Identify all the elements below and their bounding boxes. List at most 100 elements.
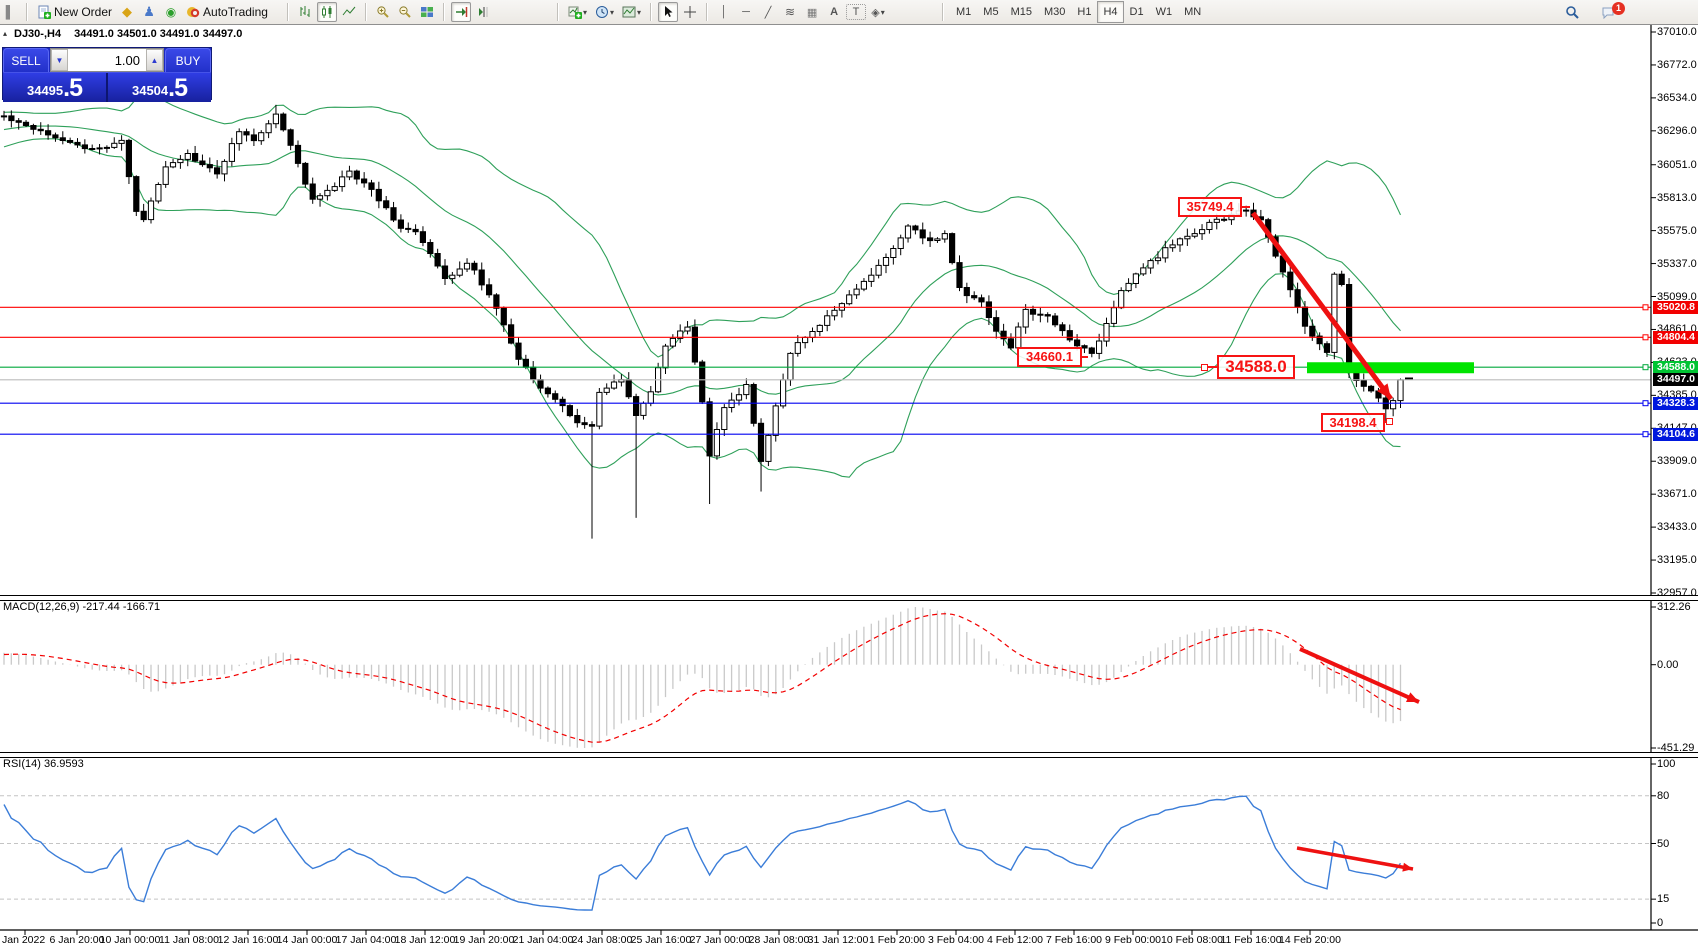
chevron-down-icon: ▾ [583, 7, 588, 17]
periods-button[interactable]: ▾ [592, 2, 617, 22]
price-level-tag: 34104.6 [1653, 427, 1698, 441]
volume-decrease-button[interactable]: ▼ [51, 49, 68, 71]
new-chart-icon [568, 6, 582, 19]
toolbar-separator [650, 3, 653, 21]
horizontal-line-tool[interactable]: ─ [742, 6, 750, 18]
profile-button[interactable]: ♟ [139, 2, 159, 22]
arrows-tool[interactable]: ◈ ▾ [871, 6, 885, 19]
price-axis-label: 36296.0 [1657, 124, 1697, 137]
vertical-line-tool[interactable]: │ [720, 6, 728, 18]
price-axis-label: 35099.0 [1657, 290, 1697, 303]
volume-increase-button[interactable]: ▲ [146, 49, 163, 71]
rsi-panel-separator[interactable] [0, 752, 1698, 758]
autotrading-button[interactable]: AutoTrading [183, 2, 271, 22]
buy-button[interactable]: BUY [165, 48, 211, 72]
callout-connector [1206, 366, 1217, 368]
text-tool[interactable]: A [830, 6, 839, 18]
annotation-peak-price[interactable]: 35749.4 [1178, 197, 1242, 217]
candlestick-mode-button[interactable] [317, 2, 337, 22]
callout-anchor[interactable] [1201, 364, 1208, 371]
chart-shift-icon [479, 7, 488, 17]
chart-title-row: ▴ [3, 29, 8, 38]
sell-price[interactable]: 34495 .5 [3, 73, 106, 102]
annotation-level-price[interactable]: 34588.0 [1217, 355, 1295, 379]
toolbar-separator [365, 3, 367, 21]
time-axis-label: 4 Feb 12:00 [986, 934, 1044, 946]
timeframe-m15[interactable]: M15 [1010, 6, 1032, 18]
time-axis-label: 10 Jan 00:00 [99, 934, 161, 946]
annotation-low-price[interactable]: 34198.4 [1321, 413, 1385, 432]
cursor-icon [665, 6, 673, 17]
crosshair-tool-button[interactable] [680, 2, 700, 22]
callout-anchor[interactable] [1386, 418, 1393, 425]
macd-panel-separator[interactable] [0, 595, 1698, 601]
clock-icon [596, 6, 609, 18]
autotrading-icon [187, 7, 200, 18]
zoom-in-icon [377, 6, 389, 18]
price-axis-label: 36051.0 [1657, 158, 1697, 171]
chart-surface[interactable] [0, 25, 1698, 930]
chart-shift-button[interactable] [473, 2, 493, 22]
deposit-button[interactable]: ◆ [117, 2, 137, 22]
template-icon [622, 6, 636, 18]
time-axis-label: 11 Jan 08:00 [159, 934, 219, 946]
bar-chart-icon [300, 6, 310, 17]
time-axis-label: 6 Jan 20:00 [49, 934, 105, 946]
line-chart-mode-button[interactable] [339, 2, 359, 22]
time-axis-label: 10 Feb 08:00 [1161, 934, 1223, 946]
new-order-button[interactable]: New Order [34, 2, 115, 22]
signals-button[interactable]: ◉ [161, 2, 181, 22]
clipped-toolbar-icon[interactable]: ▌ [5, 5, 15, 19]
chart-ohlc-values: 34491.0 34501.0 34491.0 34497.0 [74, 28, 243, 40]
timeframe-m1[interactable]: M1 [956, 6, 972, 18]
buy-price-fraction: .5 [168, 74, 188, 102]
timeframe-mn[interactable]: MN [1184, 6, 1202, 18]
templates-button[interactable]: ▾ [619, 2, 644, 22]
time-axis-label: 17 Jan 04:00 [335, 934, 397, 946]
callout-connector [1240, 206, 1250, 208]
bar-chart-mode-button[interactable] [295, 2, 315, 22]
indicator-axis-label: 50 [1657, 837, 1670, 850]
chevron-down-icon: ▾ [637, 7, 642, 17]
price-axis-label: 35575.0 [1657, 224, 1697, 237]
time-axis-label: 14 Feb 20:00 [1279, 934, 1341, 946]
buy-price[interactable]: 34504 .5 [108, 73, 211, 102]
auto-scroll-button[interactable] [451, 2, 471, 22]
time-axis-label: 28 Jan 08:00 [748, 934, 810, 946]
timeframe-w1[interactable]: W1 [1155, 6, 1173, 18]
search-button[interactable] [1562, 2, 1582, 22]
trendline-tool[interactable]: ╱ [764, 6, 772, 19]
rsi-label: RSI(14) 36.9593 [3, 758, 84, 770]
timeframe-h1[interactable]: H1 [1077, 6, 1092, 18]
zoom-out-icon [399, 6, 411, 18]
new-chart-button[interactable]: ▾ [565, 2, 590, 22]
timeframe-m30[interactable]: M30 [1043, 6, 1066, 18]
sell-button[interactable]: SELL [3, 48, 49, 72]
tile-windows-button[interactable] [417, 2, 437, 22]
cursor-tool-button[interactable] [658, 2, 679, 22]
time-axis-label: 9 Feb 00:00 [1104, 934, 1162, 946]
time-axis-label: 24 Jan 08:00 [571, 934, 633, 946]
time-axis-label: 31 Jan 12:00 [807, 934, 869, 946]
grid-tool[interactable]: ▦ [806, 6, 818, 19]
macd-label: MACD(12,26,9) -217.44 -166.71 [3, 601, 161, 613]
time-axis-label: 18 Jan 12:00 [394, 934, 456, 946]
fibonacci-tool[interactable]: ≋ [785, 5, 796, 19]
zoom-in-button[interactable] [373, 2, 393, 22]
autotrading-label: AutoTrading [203, 5, 268, 19]
new-order-label: New Order [54, 5, 113, 19]
timeframe-h4[interactable]: H4 [1097, 1, 1124, 23]
chart-title: DJ30-,H4 34491.0 34501.0 34491.0 34497.0 [14, 28, 242, 40]
zoom-out-button[interactable] [395, 2, 415, 22]
volume-value[interactable]: 1.00 [114, 52, 140, 68]
time-axis-label: 19 Jan 20:00 [453, 934, 515, 946]
annotation-support-price[interactable]: 34660.1 [1017, 347, 1082, 367]
price-level-tag: 34497.0 [1653, 373, 1698, 387]
text-label-tool[interactable]: T [846, 4, 867, 20]
toolbar-separator [557, 3, 559, 21]
time-axis-label: 21 Jan 04:00 [512, 934, 574, 946]
timeframe-d1[interactable]: D1 [1129, 6, 1144, 18]
toolbar-separator [443, 3, 445, 21]
timeframe-m5[interactable]: M5 [983, 6, 999, 18]
price-axis-label: 35813.0 [1657, 191, 1697, 204]
